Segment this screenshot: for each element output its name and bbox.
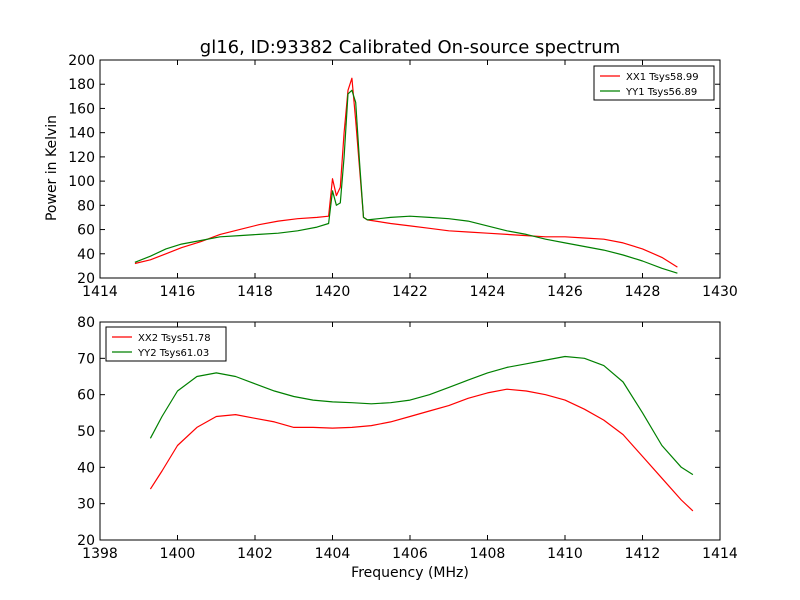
y-tick-label: 20 <box>77 533 95 549</box>
series-line-yy1 <box>134 89 678 274</box>
x-tick-label: 1416 <box>160 284 196 300</box>
series-line-xx2 <box>149 388 694 512</box>
x-tick-label: 1430 <box>702 284 738 300</box>
x-tick-label: 1410 <box>547 546 583 562</box>
legend-label: YY2 Tsys61.03 <box>137 348 209 359</box>
chart-title: gl16, ID:93382 Calibrated On-source spec… <box>200 37 620 58</box>
y-tick-label: 60 <box>77 388 95 404</box>
legend-box <box>593 65 715 101</box>
top-y-axis-label: Power in Kelvin <box>44 115 60 221</box>
x-tick-label: 1428 <box>625 284 661 300</box>
y-tick-label: 80 <box>77 315 95 331</box>
legend-label: XX2 Tsys51.78 <box>138 333 211 344</box>
y-tick-label: 140 <box>68 126 95 142</box>
series-line-xx1 <box>134 77 678 268</box>
x-tick-label: 1404 <box>315 546 351 562</box>
y-tick-label: 60 <box>77 223 95 239</box>
y-tick-label: 40 <box>77 247 95 263</box>
legend: XX2 Tsys51.78 YY2 Tsys61.03 <box>105 326 227 362</box>
y-tick-label: 40 <box>77 460 95 476</box>
y-tick-label: 80 <box>77 198 95 214</box>
x-tick-label: 1422 <box>392 284 428 300</box>
y-tick-label: 30 <box>77 497 95 513</box>
bottom-x-axis-label: Frequency (MHz) <box>351 565 469 581</box>
x-tick-label: 1424 <box>470 284 506 300</box>
y-tick-label: 100 <box>68 174 95 190</box>
y-tick-label: 20 <box>77 271 95 287</box>
legend-label: XX1 Tsys58.99 <box>626 72 699 83</box>
x-tick-label: 1400 <box>160 546 196 562</box>
legend-label: YY1 Tsys56.89 <box>625 87 697 98</box>
x-tick-label: 1420 <box>315 284 351 300</box>
y-tick-label: 200 <box>68 53 95 69</box>
top-panel: 1414 1416 1418 1420 1422 1424 1426 1428 1430 20 40… <box>68 53 738 300</box>
plot-frame <box>99 321 721 541</box>
x-tick-label: 1412 <box>625 546 661 562</box>
y-tick-label: 50 <box>77 424 95 440</box>
legend: XX1 Tsys58.99 YY1 Tsys56.89 <box>593 65 715 101</box>
plot-frame <box>99 59 721 279</box>
x-tick-label: 1414 <box>702 546 738 562</box>
y-tick-label: 120 <box>68 150 95 166</box>
x-tick-label: 1398 <box>82 546 118 562</box>
x-tick-label: 1406 <box>392 546 428 562</box>
y-tick-label: 70 <box>77 351 95 367</box>
series-line-yy2 <box>149 355 694 476</box>
y-tick-label: 180 <box>68 77 95 93</box>
x-tick-label: 1426 <box>547 284 583 300</box>
x-tick-label: 1418 <box>237 284 273 300</box>
x-tick-label: 1414 <box>82 284 118 300</box>
x-tick-label: 1408 <box>470 546 506 562</box>
y-tick-label: 160 <box>68 101 95 117</box>
x-tick-label: 1402 <box>237 546 273 562</box>
legend-box <box>105 326 227 362</box>
bottom-panel: 1398 1400 1402 1404 1406 1408 1410 1412 1414 20 30… <box>77 315 738 562</box>
